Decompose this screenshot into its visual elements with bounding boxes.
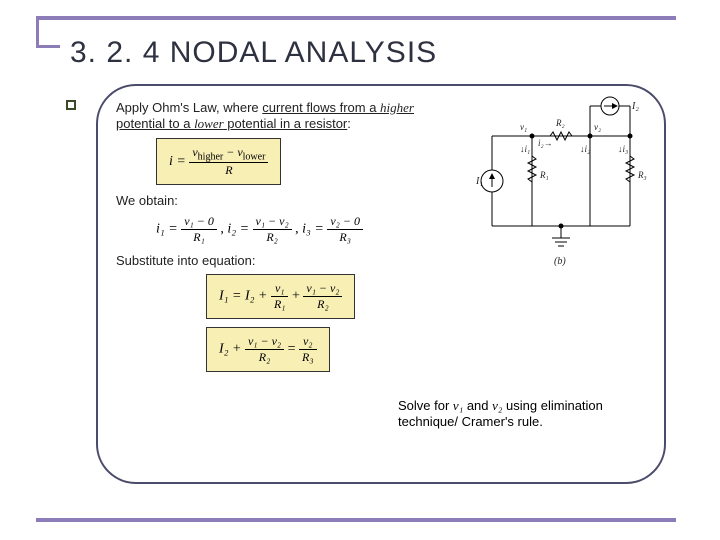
svg-text:I₂: I₂ (631, 101, 639, 112)
svg-text:R₁: R₁ (539, 170, 549, 180)
svg-text:R₃: R₃ (637, 170, 647, 180)
circuit-diagram: I₁ I₂ R₁ R₂ R₃ v₁ v₂ i₂→ ↓i₁ ↓i₃ ↓i₂ (b) (472, 96, 652, 276)
svg-text:↓i₃: ↓i₃ (618, 144, 628, 154)
eq3a-plus: + (292, 289, 303, 304)
solve-v2: v₂ (492, 398, 502, 413)
svg-text:↓i₂: ↓i₂ (580, 144, 590, 154)
svg-text:I₁: I₁ (475, 176, 483, 187)
intro-d: potential in a resistor (224, 116, 348, 131)
intro-e: : (347, 116, 351, 131)
eq3a-lhs: I₁ = I₂ + (219, 289, 271, 304)
intro-c: potential to a (116, 116, 194, 131)
solve-v1: v₁ (453, 398, 463, 413)
eq3b-num1: v₁ − v₂ (245, 334, 284, 350)
solve-a: Solve for (398, 398, 453, 413)
svg-text:↓i₁: ↓i₁ (520, 144, 530, 154)
decor-tab-notch (36, 20, 60, 48)
eq2-b-lhs: i₂ = (227, 222, 249, 237)
eq3a-num1: v₁ (271, 281, 289, 297)
intro-b: current flows from a (262, 100, 380, 115)
equation-3a: I₁ = I₂ + v₁R₁ + v₁ − v₂R₂ (206, 274, 646, 319)
eq1-minus: − v (223, 145, 242, 159)
solve-note: Solve for v₁ and v₂ using elimination te… (398, 398, 638, 429)
eq3a-den2: R₂ (303, 297, 342, 312)
eq3a-den1: R₁ (271, 297, 289, 312)
svg-text:v₁: v₁ (520, 122, 527, 132)
intro-a: Apply Ohm's Law, where (116, 100, 262, 115)
eq2-a-lhs: i₁ = (156, 222, 178, 237)
eq1-sub1: higher (198, 151, 224, 162)
eq3b-den1: R₂ (245, 350, 284, 365)
intro-lower: lower (194, 116, 224, 131)
decor-bottom-bar (36, 518, 676, 522)
eq1-den: R (189, 163, 268, 178)
svg-text:v₂: v₂ (594, 122, 601, 132)
eq2-a-den: R₁ (181, 230, 217, 245)
svg-text:R₂: R₂ (555, 118, 565, 128)
content-card: Apply Ohm's Law, where current flows fro… (96, 84, 666, 484)
eq3a-num2: v₁ − v₂ (303, 281, 342, 297)
eq3b-den2: R₃ (299, 350, 317, 365)
eq2-b-den: R₂ (253, 230, 292, 245)
page-title: 3. 2. 4 NODAL ANALYSIS (70, 36, 437, 70)
equation-3b: I₂ + v₁ − v₂R₂ = v₂R₃ (206, 327, 646, 372)
solve-and: and (463, 398, 492, 413)
eq2-c-den: R₃ (327, 230, 363, 245)
bullet-icon (66, 100, 76, 110)
eq2-c-num: v₂ − 0 (327, 214, 363, 230)
eq2-b-num: v₁ − v₂ (253, 214, 292, 230)
intro-higher: higher (380, 100, 414, 115)
eq3b-lhs: I₂ + (219, 342, 245, 357)
decor-top-bar (36, 16, 676, 20)
eq1-lhs: i = (169, 154, 186, 169)
svg-text:i₂→: i₂→ (538, 138, 553, 148)
eq1-sub2: lower (243, 151, 266, 162)
eq2-c-lhs: i₃ = (302, 222, 324, 237)
eq3b-num2: v₂ (299, 334, 317, 350)
eq3b-eq: = (288, 342, 299, 357)
intro-line: Apply Ohm's Law, where current flows fro… (116, 100, 446, 132)
eq2-a-num: v₁ − 0 (181, 214, 217, 230)
diagram-caption: (b) (554, 256, 566, 267)
